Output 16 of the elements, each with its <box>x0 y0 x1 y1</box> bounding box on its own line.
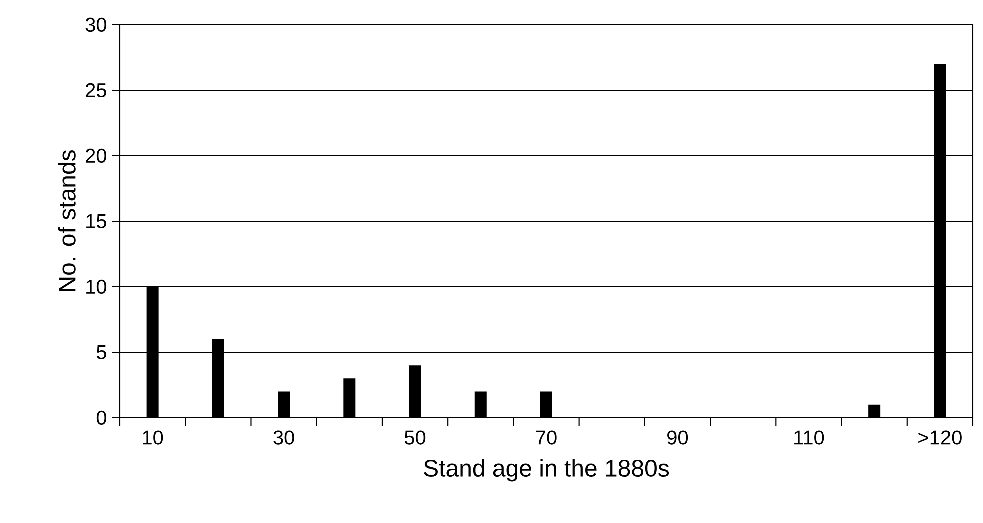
y-tick-label: 5 <box>96 346 106 360</box>
x-tick-label: 110 <box>794 430 824 445</box>
x-tick-label: 30 <box>274 430 294 445</box>
x-tick-label: 90 <box>668 430 688 445</box>
y-tick-label: 30 <box>86 18 106 32</box>
x-axis-title: Stand age in the 1880s <box>424 459 670 482</box>
y-tick-label: 10 <box>86 280 106 294</box>
y-axis-title: No. of stands <box>58 150 76 292</box>
x-tick-label: 70 <box>536 430 557 445</box>
y-tick-label: 15 <box>86 214 106 228</box>
x-tick-label: 10 <box>143 430 164 445</box>
x-tick-label: 50 <box>404 430 426 445</box>
y-tick-label: 25 <box>86 83 106 98</box>
y-tick-label: 0 <box>96 410 106 426</box>
x-tick-label: >120 <box>918 430 962 445</box>
y-tick-label: 20 <box>86 148 106 164</box>
